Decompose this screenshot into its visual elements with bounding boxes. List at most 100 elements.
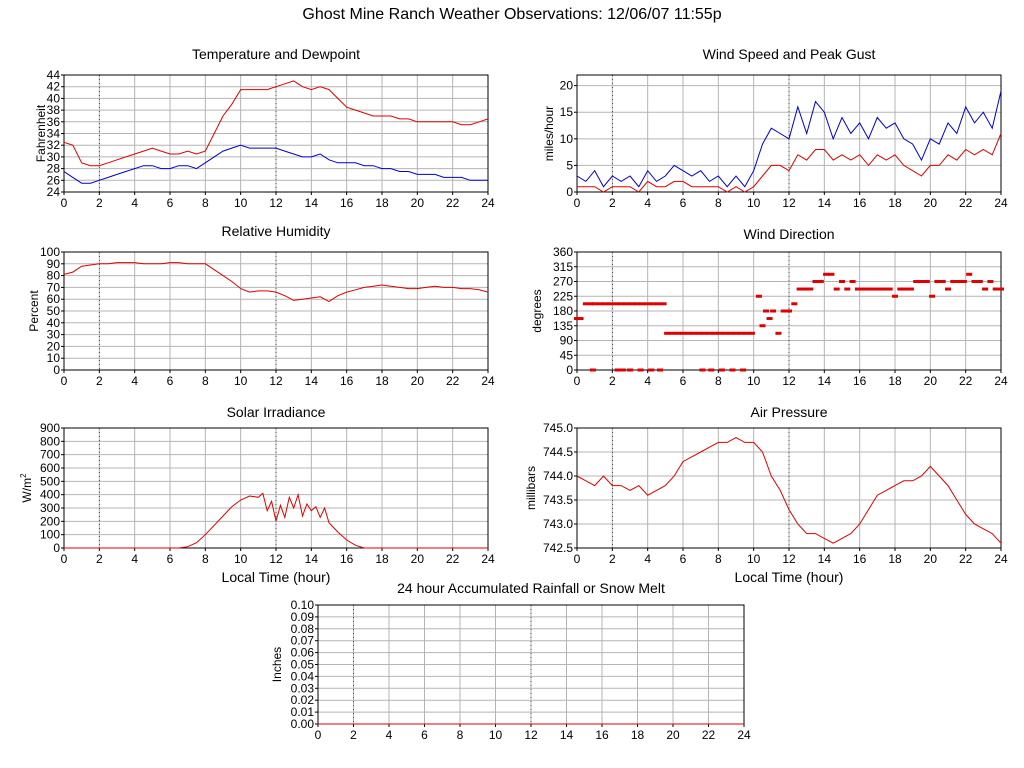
scatter-point — [637, 368, 644, 372]
y-tick-label: 30 — [47, 328, 61, 342]
x-tick-label: 8 — [202, 196, 209, 210]
x-tick-label: 2 — [350, 728, 357, 742]
x-tick-label: 22 — [959, 552, 973, 566]
rh-title: Relative Humidity — [222, 223, 331, 239]
x-tick-label: 2 — [609, 196, 616, 210]
scatter-point — [591, 302, 598, 306]
x-tick-label: 0 — [315, 728, 322, 742]
scatter-point — [966, 272, 973, 276]
y-tick-label: 200 — [40, 514, 60, 528]
x-tick-label: 6 — [680, 552, 687, 566]
scatter-point — [577, 317, 584, 321]
x-tick-label: 24 — [481, 552, 495, 566]
rh-ylabel: Percent — [27, 290, 41, 332]
scatter-point — [699, 368, 706, 372]
scatter-point — [660, 302, 667, 306]
y-tick-label: 30 — [47, 150, 61, 164]
scatter-point — [945, 287, 951, 291]
x-tick-label: 14 — [560, 728, 574, 742]
x-tick-label: 20 — [666, 728, 680, 742]
scatter-point — [755, 294, 762, 298]
scatter-point — [648, 368, 655, 372]
x-tick-label: 14 — [305, 196, 319, 210]
scatter-point — [706, 331, 713, 335]
y-tick-label: 742.5 — [543, 541, 573, 555]
scatter-point — [923, 280, 930, 283]
y-tick-label: 0.00 — [291, 717, 315, 731]
x-tick-label: 24 — [994, 196, 1008, 210]
temp-series-0-line — [63, 80, 489, 167]
scatter-point — [627, 368, 633, 372]
scatter-point — [870, 287, 877, 291]
y-tick-label: 0.03 — [291, 681, 315, 695]
y-tick-label: 38 — [47, 103, 61, 117]
x-tick-label: 18 — [631, 728, 645, 742]
scatter-point — [828, 272, 835, 276]
scatter-point — [844, 287, 851, 291]
y-tick-label: 500 — [40, 474, 60, 488]
x-tick-label: 14 — [818, 196, 832, 210]
scatter-point — [854, 287, 861, 291]
x-tick-label: 2 — [609, 552, 616, 566]
y-tick-label: 32 — [47, 138, 61, 152]
x-tick-label: 14 — [305, 552, 319, 566]
x-tick-label: 20 — [924, 196, 938, 210]
scatter-point — [738, 331, 745, 335]
y-tick-label: 180 — [553, 304, 573, 318]
x-tick-label: 12 — [269, 552, 283, 566]
scatter-point — [602, 302, 609, 306]
x-tick-label: 10 — [747, 552, 761, 566]
scatter-point — [655, 302, 662, 306]
x-tick-label: 10 — [747, 196, 761, 210]
x-tick-label: 12 — [782, 552, 796, 566]
scatter-point — [770, 309, 777, 313]
pressure-title: Air Pressure — [750, 404, 827, 420]
y-tick-label: 45 — [560, 348, 574, 362]
x-tick-label: 18 — [888, 374, 902, 388]
x-tick-label: 14 — [818, 552, 832, 566]
x-tick-label: 22 — [702, 728, 716, 742]
x-tick-label: 8 — [715, 552, 722, 566]
scatter-point — [817, 280, 824, 283]
scatter-point — [717, 331, 724, 335]
x-tick-label: 18 — [375, 552, 389, 566]
scatter-point — [971, 280, 978, 283]
y-tick-label: 70 — [47, 280, 61, 294]
y-tick-label: 10 — [560, 132, 574, 146]
page-title: Ghost Mine Ranch Weather Observations: 1… — [302, 6, 722, 23]
y-tick-label: 744.0 — [543, 469, 573, 483]
x-tick-label: 12 — [782, 374, 796, 388]
scatter-point — [722, 331, 729, 335]
wdir-title: Wind Direction — [743, 226, 834, 242]
rain-title: 24 hour Accumulated Rainfall or Snow Mel… — [397, 580, 665, 596]
x-tick-label: 4 — [644, 552, 651, 566]
scatter-point — [801, 287, 808, 291]
scatter-point — [791, 302, 798, 306]
scatter-point — [674, 331, 681, 335]
wind-ylabel: miles/hour — [542, 106, 556, 161]
x-tick-label: 16 — [853, 374, 867, 388]
scatter-point — [596, 302, 603, 306]
y-tick-label: 0.02 — [291, 693, 315, 707]
x-tick-label: 0 — [574, 374, 581, 388]
y-tick-label: 50 — [47, 304, 61, 318]
scatter-point — [740, 368, 747, 372]
y-tick-label: 360 — [553, 245, 573, 259]
y-tick-label: 0.04 — [291, 669, 315, 683]
x-tick-label: 18 — [888, 552, 902, 566]
scatter-point — [644, 302, 651, 306]
scatter-point — [780, 309, 787, 313]
y-tick-label: 225 — [553, 289, 573, 303]
x-tick-label: 4 — [386, 728, 393, 742]
x-tick-label: 16 — [853, 552, 867, 566]
y-tick-label: 60 — [47, 292, 61, 306]
x-tick-label: 0 — [61, 196, 68, 210]
y-tick-label: 700 — [40, 448, 60, 462]
x-tick-label: 20 — [411, 374, 425, 388]
ylabel-superscript: 2 — [19, 473, 28, 478]
y-tick-label: 0 — [53, 541, 60, 555]
y-tick-label: 315 — [553, 260, 573, 274]
x-tick-label: 4 — [131, 552, 138, 566]
x-tick-label: 6 — [680, 374, 687, 388]
y-tick-label: 743.5 — [543, 493, 573, 507]
